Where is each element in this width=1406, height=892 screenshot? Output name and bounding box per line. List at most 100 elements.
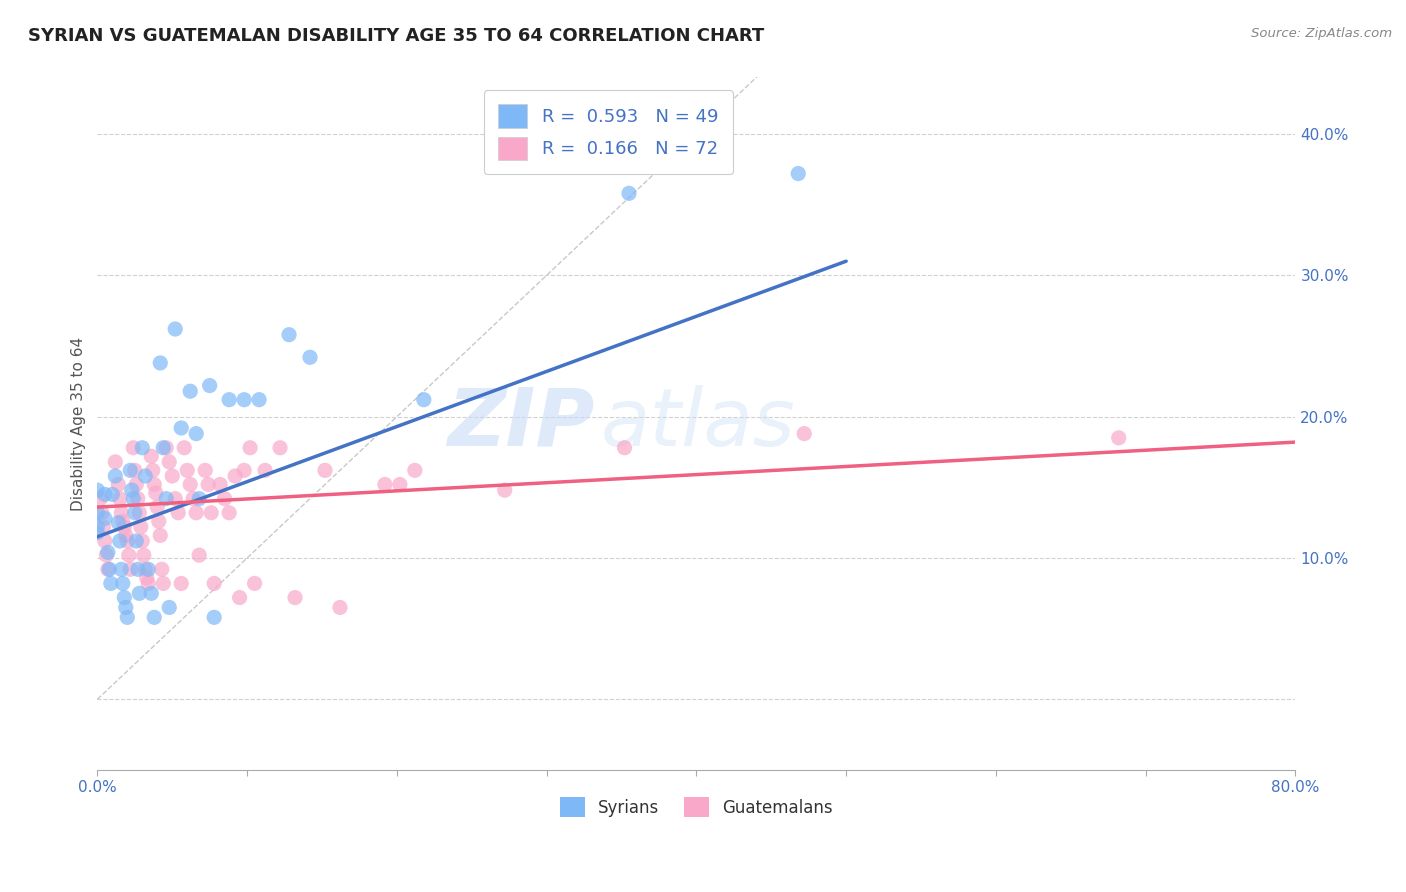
Text: SYRIAN VS GUATEMALAN DISABILITY AGE 35 TO 64 CORRELATION CHART: SYRIAN VS GUATEMALAN DISABILITY AGE 35 T… (28, 27, 765, 45)
Point (188, 491, 211, 506)
Point (198, 378, 221, 392)
Point (188, 548, 211, 562)
Point (239, 441, 262, 455)
Point (134, 562, 156, 576)
Point (150, 562, 173, 576)
Text: Source: ZipAtlas.com: Source: ZipAtlas.com (1251, 27, 1392, 40)
Point (125, 477, 148, 491)
Point (143, 477, 166, 491)
Point (209, 477, 232, 491)
Point (128, 506, 150, 520)
Point (122, 441, 145, 455)
Point (112, 591, 135, 605)
Point (134, 469, 156, 483)
Point (218, 392, 240, 407)
Point (202, 576, 225, 591)
Point (145, 486, 167, 500)
Point (233, 463, 256, 477)
Point (135, 571, 157, 585)
Point (152, 441, 174, 455)
Point (146, 500, 169, 515)
Point (111, 576, 134, 591)
Point (254, 463, 277, 477)
Point (93, 520, 115, 534)
Point (404, 463, 426, 477)
Point (148, 514, 170, 528)
Point (200, 506, 222, 520)
Point (90, 506, 112, 520)
Point (114, 600, 136, 615)
Point (89, 491, 111, 506)
Point (104, 455, 127, 469)
Point (129, 520, 152, 534)
Point (155, 491, 177, 506)
Legend: Syrians, Guatemalans: Syrians, Guatemalans (553, 790, 839, 824)
Point (108, 491, 131, 506)
Text: atlas: atlas (600, 384, 796, 463)
Point (155, 441, 177, 455)
Point (86, 525, 108, 540)
Point (117, 534, 139, 549)
Point (149, 356, 172, 370)
Point (218, 506, 240, 520)
Point (157, 455, 180, 469)
Point (100, 576, 122, 591)
Point (107, 516, 129, 530)
Point (247, 392, 270, 407)
Point (412, 392, 434, 407)
Point (136, 562, 159, 576)
Y-axis label: Disability Age 35 to 64: Disability Age 35 to 64 (72, 336, 86, 511)
Point (124, 506, 146, 520)
Text: ZIP: ZIP (447, 384, 595, 463)
Point (118, 548, 141, 562)
Point (120, 463, 142, 477)
Point (125, 534, 148, 549)
Point (121, 483, 143, 497)
Point (787, 167, 810, 181)
Point (214, 491, 236, 506)
Point (173, 441, 195, 455)
Point (179, 477, 201, 491)
Point (388, 477, 411, 491)
Point (132, 548, 155, 562)
Point (143, 610, 166, 624)
Point (120, 562, 142, 576)
Point (142, 463, 165, 477)
Point (141, 449, 163, 463)
Point (97, 562, 120, 576)
Point (94, 487, 117, 501)
Point (127, 562, 149, 576)
Point (136, 576, 159, 591)
Point (117, 610, 139, 624)
Point (228, 591, 250, 605)
Point (298, 351, 321, 365)
Point (165, 491, 187, 506)
Point (278, 327, 301, 342)
Point (179, 384, 201, 399)
Point (128, 586, 150, 600)
Point (110, 562, 132, 576)
Point (94, 511, 117, 525)
Point (314, 463, 336, 477)
Point (110, 506, 132, 520)
Point (86, 506, 108, 520)
Point (374, 477, 396, 491)
Point (224, 469, 246, 483)
Point (793, 426, 815, 441)
Point (122, 491, 145, 506)
Point (111, 514, 134, 528)
Point (284, 591, 307, 605)
Point (186, 506, 208, 520)
Point (97, 545, 120, 559)
Point (149, 528, 172, 542)
Point (101, 487, 124, 501)
Point (613, 441, 636, 455)
Point (167, 506, 190, 520)
Point (197, 477, 219, 491)
Point (86, 483, 108, 497)
Point (1108, 431, 1130, 445)
Point (107, 477, 129, 491)
Point (112, 520, 135, 534)
Point (98, 562, 121, 576)
Point (104, 469, 127, 483)
